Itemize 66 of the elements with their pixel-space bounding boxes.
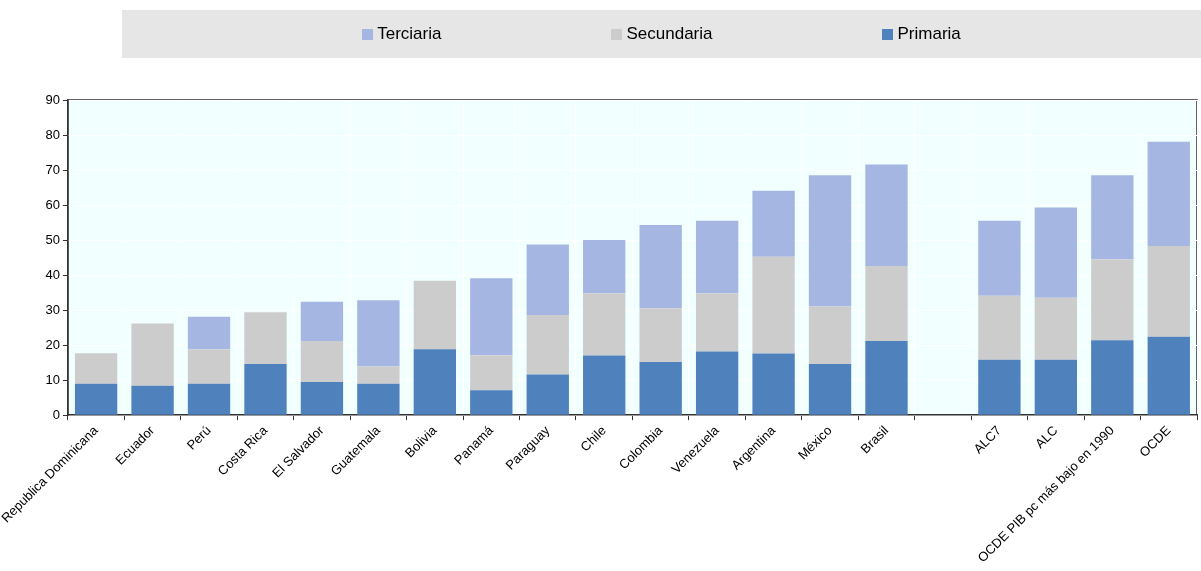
- bar: [131, 385, 174, 415]
- bar: [300, 381, 344, 415]
- bar: [978, 295, 1021, 360]
- bar: [639, 361, 682, 415]
- bar: [808, 175, 852, 307]
- bar: [357, 366, 400, 384]
- bar: [808, 306, 852, 365]
- bar: [1034, 359, 1078, 415]
- bar: [74, 353, 118, 384]
- bar: [1034, 207, 1078, 298]
- bar: [526, 374, 569, 415]
- bar: [526, 315, 569, 375]
- bar: [470, 390, 513, 415]
- bar: [300, 340, 344, 382]
- bar: [865, 164, 908, 266]
- y-tick-label: 0: [52, 406, 60, 422]
- bar: [808, 364, 852, 415]
- bar: [357, 300, 400, 367]
- y-tick-label: 50: [45, 231, 60, 247]
- bar: [752, 190, 795, 257]
- bar: [695, 293, 739, 352]
- bar: [187, 383, 231, 415]
- bar: [752, 353, 795, 415]
- bar: [1091, 340, 1134, 415]
- bar: [639, 225, 682, 309]
- y-tick-label: 20: [45, 336, 60, 352]
- y-tick-label: 10: [45, 371, 60, 387]
- bar: [978, 359, 1021, 415]
- bar: [1147, 141, 1190, 247]
- bar: [1091, 259, 1134, 341]
- bar: [413, 280, 457, 350]
- bar: [865, 265, 908, 341]
- y-tick-label: 90: [45, 91, 60, 107]
- bar: [1091, 175, 1134, 260]
- bar: [526, 244, 569, 315]
- bar: [865, 340, 908, 415]
- y-tick-label: 80: [45, 126, 60, 142]
- bar: [583, 355, 626, 415]
- bar: [470, 278, 513, 356]
- bar: [1034, 297, 1078, 360]
- bar: [639, 308, 682, 362]
- bar: [1147, 246, 1190, 337]
- bar: [300, 301, 344, 341]
- bar: [244, 312, 287, 365]
- legend-label: Primaria: [897, 24, 961, 44]
- bar: [695, 351, 739, 415]
- legend-label: Secundaria: [626, 24, 713, 44]
- bar: [413, 349, 457, 415]
- y-tick-label: 60: [45, 196, 60, 212]
- bar: [244, 364, 287, 415]
- y-tick-label: 70: [45, 161, 60, 177]
- bar: [357, 383, 400, 415]
- bar: [187, 316, 231, 350]
- bar: [978, 220, 1021, 296]
- y-tick-label: 30: [45, 301, 60, 317]
- legend-label: Terciaria: [377, 24, 442, 44]
- bar: [131, 323, 174, 386]
- bar: [187, 349, 231, 384]
- bar: [470, 355, 513, 391]
- bar: [74, 383, 118, 415]
- bar: [752, 256, 795, 354]
- bar: [1147, 336, 1190, 415]
- bar: [583, 293, 626, 356]
- bar: [583, 240, 626, 294]
- y-tick-label: 40: [45, 266, 60, 282]
- bar: [695, 220, 739, 294]
